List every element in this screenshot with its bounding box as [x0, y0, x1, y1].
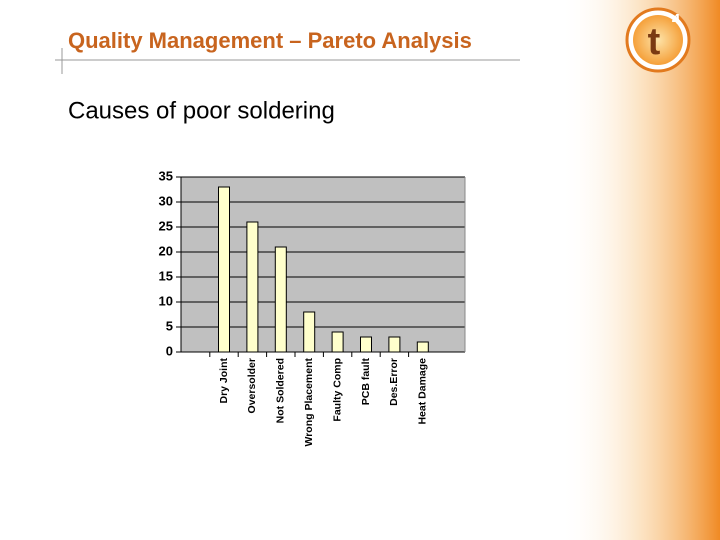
y-tick-label: 10 — [159, 293, 173, 308]
logo-inner — [633, 15, 683, 65]
bar — [246, 221, 259, 353]
bar — [416, 341, 429, 353]
x-tick-label: Wrong Placement — [303, 358, 315, 447]
logo-letter: t — [648, 21, 661, 63]
x-tick-label: Des.Error — [388, 358, 400, 406]
x-tick-label: Faulty Comp — [331, 358, 343, 422]
slide-title: Quality Management – Pareto Analysis — [68, 28, 472, 53]
logo-superscript: 4 — [672, 11, 681, 28]
y-tick-label: 0 — [166, 343, 173, 358]
side-decoration — [560, 0, 720, 540]
y-tick-label: 30 — [159, 193, 173, 208]
y-tick-label: 15 — [159, 268, 173, 283]
y-tick-label: 20 — [159, 243, 173, 258]
bar — [360, 336, 372, 353]
bar — [274, 246, 287, 353]
bar — [303, 311, 316, 353]
bar — [331, 331, 344, 353]
bar — [218, 186, 230, 353]
x-tick-label: PCB fault — [360, 357, 372, 405]
x-tick-label: Not Soldered — [275, 358, 287, 423]
y-tick-label: 35 — [159, 168, 173, 183]
y-tick-label: 5 — [166, 318, 173, 333]
x-tick-label: Dry Joint — [218, 358, 230, 404]
x-tick-label: Oversolder — [246, 358, 258, 413]
slide-subtitle: Causes of poor soldering — [68, 97, 335, 124]
bar — [388, 336, 401, 353]
y-tick-label: 25 — [159, 218, 173, 233]
x-tick-label: Heat Damage — [417, 358, 429, 425]
